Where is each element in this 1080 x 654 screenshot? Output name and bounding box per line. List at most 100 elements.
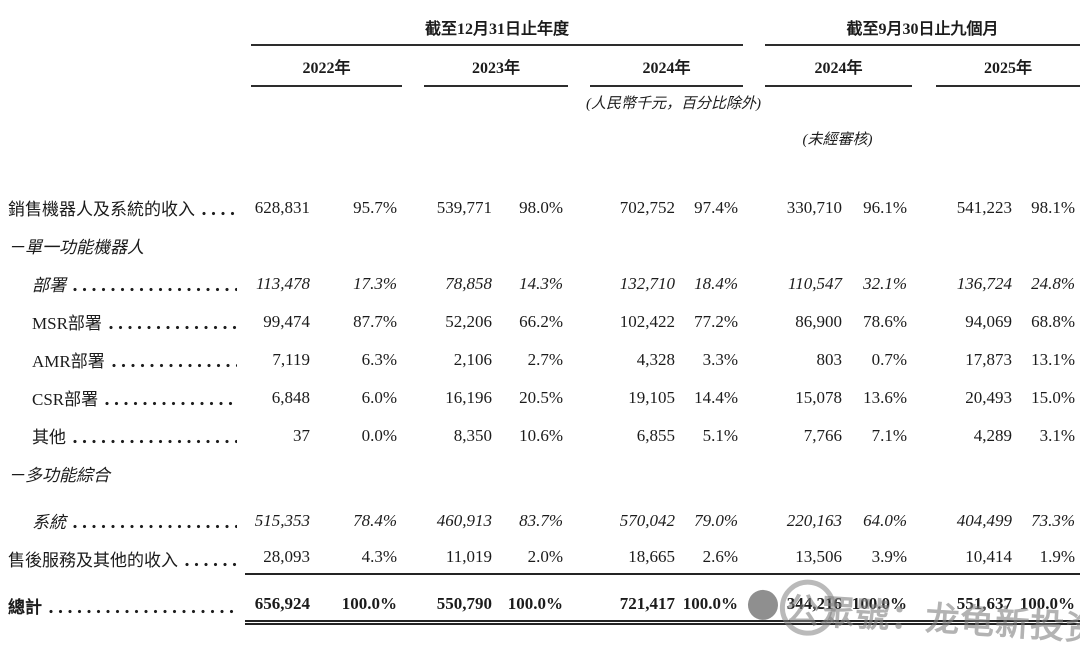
percent-cell: 17.3%	[353, 274, 397, 293]
amount-cell: 37	[293, 426, 310, 445]
percent-cell	[1017, 224, 1080, 262]
dotted-leader	[73, 524, 237, 529]
amount-cell: 52,206	[445, 312, 492, 331]
percent-cell	[1017, 452, 1080, 490]
table-row: AMR部署 7,119 6.3% 2,106 2.7% 4,328 3.3% 803 0.7% 1…	[5, 338, 1080, 376]
row-label: －多功能綜合	[5, 452, 245, 490]
amount-cell: 94,069	[965, 312, 1012, 331]
amount-cell: 4,328	[636, 350, 675, 369]
amount-cell: 78,858	[445, 274, 492, 293]
percent-cell	[680, 452, 743, 490]
percent-cell	[680, 224, 743, 262]
amount-cell	[402, 452, 497, 490]
amount-cell: 460,913	[436, 511, 492, 530]
amount-cell: 17,873	[965, 350, 1012, 369]
year-header-2024: 2024年	[590, 54, 743, 87]
percent-cell: 100.0%	[847, 584, 912, 625]
financial-table-document: 截至12月31日止年度 截至9月30日止九個月 2022年 2023年 2024…	[5, 15, 1080, 625]
year-header-2022: 2022年	[251, 54, 402, 87]
row-label: 總計	[5, 584, 245, 622]
table-year-header-row: 2022年 2023年 2024年 2024年 2025年	[5, 46, 1080, 87]
amount-cell: 551,637	[912, 584, 1017, 625]
units-note-row: (人民幣千元，百分比除外)	[5, 87, 1080, 113]
table-row: －單一功能機器人	[5, 224, 1080, 262]
amount-cell	[245, 452, 315, 490]
table-row: 銷售機器人及系統的收入 628,831 95.7% 539,771 98.0% 702,7…	[5, 186, 1080, 224]
row-label-text: 其他	[32, 428, 66, 447]
percent-cell: 7.1%	[871, 426, 907, 445]
row-label-text: 部署	[32, 276, 66, 295]
row-label-text: 銷售機器人及系統的收入	[8, 200, 195, 219]
units-note: (人民幣千元，百分比除外)	[586, 96, 761, 112]
amount-cell: 132,710	[619, 274, 675, 293]
table-row: 部署 113,478 17.3% 78,858 14.3% 132,710 18.4% 110…	[5, 262, 1080, 300]
amount-cell: 803	[816, 350, 843, 369]
row-label: －單一功能機器人	[5, 224, 245, 262]
amount-cell: 110,547	[788, 274, 842, 293]
amount-cell: 550,790	[402, 584, 497, 625]
percent-cell: 2.6%	[680, 537, 743, 575]
percent-cell: 100.0%	[680, 584, 743, 625]
amount-cell	[568, 452, 680, 490]
row-label: AMR部署	[5, 338, 245, 376]
percent-cell	[315, 452, 402, 490]
amount-cell: 18,665	[568, 537, 680, 575]
amount-cell: 15,078	[795, 388, 842, 407]
percent-cell: 13.1%	[1031, 350, 1075, 369]
percent-cell: 20.5%	[519, 388, 563, 407]
percent-cell	[497, 452, 568, 490]
dotted-leader	[108, 325, 237, 330]
table-row: 售後服務及其他的收入 28,093 4.3% 11,019 2.0% 18,665 2.6%…	[5, 537, 1080, 575]
amount-cell: 656,924	[245, 584, 315, 625]
amount-cell: 404,499	[956, 511, 1012, 530]
amount-cell: 16,196	[445, 388, 492, 407]
percent-cell: 2.0%	[497, 537, 568, 575]
amount-cell: 7,766	[803, 426, 842, 445]
table-body: 銷售機器人及系統的收入 628,831 95.7% 539,771 98.0% 702,7…	[5, 186, 1080, 625]
row-label: CSR部署	[5, 376, 245, 414]
amount-cell: 539,771	[436, 198, 492, 217]
year-header-2024-nine-months: 2024年	[765, 54, 912, 87]
row-label: 系統	[5, 499, 245, 537]
amount-cell: 11,019	[402, 537, 497, 575]
percent-cell: 96.1%	[863, 198, 907, 217]
row-label-text: MSR部署	[32, 314, 102, 333]
percent-cell: 15.0%	[1031, 388, 1075, 407]
percent-cell: 100.0%	[497, 584, 568, 625]
unaudited-note-row: (未經審核)	[5, 113, 1080, 149]
amount-cell	[912, 452, 1017, 490]
amount-cell	[568, 224, 680, 262]
percent-cell: 73.3%	[1031, 511, 1075, 530]
dotted-leader	[111, 363, 237, 368]
amount-cell: 136,724	[956, 274, 1012, 293]
row-label: 部署	[5, 262, 245, 300]
percent-cell: 6.0%	[361, 388, 397, 407]
percent-cell: 5.1%	[702, 426, 738, 445]
percent-cell: 78.6%	[863, 312, 907, 331]
percent-cell: 4.3%	[315, 537, 402, 575]
percent-cell: 2.7%	[527, 350, 563, 369]
table-row: 其他 37 0.0% 8,350 10.6% 6,855 5.1% 7,766 7.1% 4,28…	[5, 414, 1080, 452]
percent-cell	[497, 224, 568, 262]
row-label-text: －多功能綜合	[8, 466, 110, 485]
amount-cell: 570,042	[619, 511, 675, 530]
amount-cell	[743, 452, 847, 490]
amount-cell: 2,106	[453, 350, 492, 369]
percent-cell: 18.4%	[694, 274, 738, 293]
amount-cell	[912, 224, 1017, 262]
percent-cell: 77.2%	[694, 312, 738, 331]
amount-cell: 541,223	[956, 198, 1012, 217]
amount-cell: 102,422	[619, 312, 675, 331]
amount-cell: 99,474	[263, 312, 310, 331]
amount-cell	[402, 224, 497, 262]
amount-cell: 330,710	[786, 198, 842, 217]
row-label: MSR部署	[5, 300, 245, 338]
dotted-leader	[49, 609, 237, 614]
percent-cell	[315, 224, 402, 262]
amount-cell: 13,506	[743, 537, 847, 575]
percent-cell: 13.6%	[863, 388, 907, 407]
percent-cell: 0.0%	[361, 426, 397, 445]
dotted-leader	[185, 562, 237, 567]
percent-cell: 3.9%	[847, 537, 912, 575]
group-header-annual: 截至12月31日止年度	[251, 15, 743, 46]
